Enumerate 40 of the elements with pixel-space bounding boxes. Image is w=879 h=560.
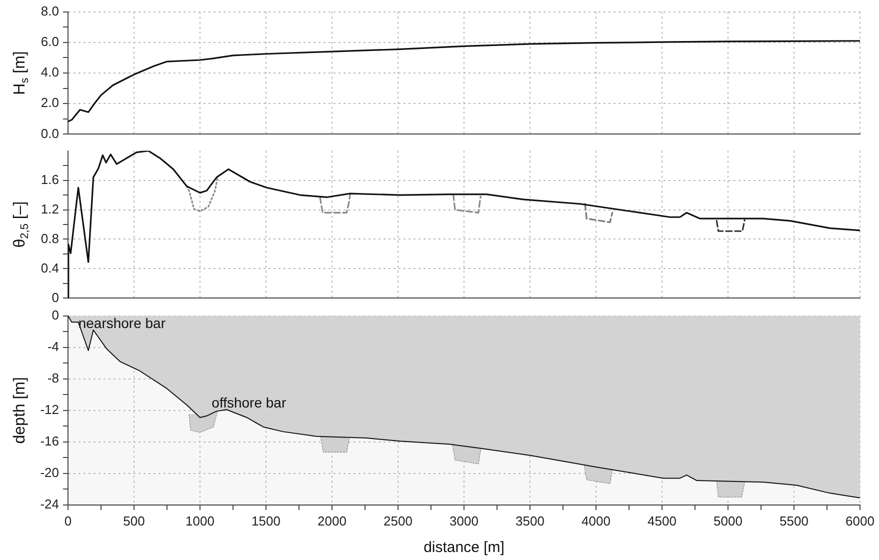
y-tick-label: -4 — [47, 338, 59, 354]
x-tick-label: 1500 — [252, 513, 280, 528]
x-tick-label: 4500 — [648, 513, 676, 528]
x-tick-label: 3500 — [516, 513, 544, 528]
annotation: nearshore bar — [78, 314, 166, 331]
x-tick-label: 2500 — [384, 513, 412, 528]
y-tick-label: 4.0 — [40, 64, 59, 80]
y-tick-label: -20 — [40, 465, 59, 480]
y-axis-title: θ2,5 [–] — [11, 201, 31, 248]
y-tick-label: 2.0 — [40, 95, 59, 110]
x-axis-title: distance [m] — [424, 539, 504, 556]
y-tick-label: 0 — [52, 290, 59, 305]
y-tick-label: -12 — [40, 402, 59, 417]
line-series — [186, 178, 218, 212]
line-series — [452, 193, 482, 214]
x-tick-label: 2000 — [318, 513, 346, 528]
y-tick-label: 1.2 — [40, 201, 59, 216]
y-tick-label: 1.6 — [40, 172, 59, 187]
x-tick-label: 0 — [64, 513, 72, 528]
y-tick-label: 0.0 — [40, 126, 59, 141]
y-tick-label: 6.0 — [40, 34, 59, 49]
y-tick-label: 0.8 — [40, 230, 59, 246]
y-tick-label: 8.0 — [40, 3, 59, 18]
annotation: offshore bar — [212, 394, 286, 410]
y-axis-title: Hs [m] — [11, 51, 31, 95]
x-tick-label: 5000 — [714, 513, 742, 528]
y-tick-label: 0.4 — [40, 260, 59, 276]
y-tick-label: -16 — [40, 434, 59, 449]
line-series — [584, 203, 614, 224]
x-tick-label: 3000 — [450, 513, 478, 528]
x-tick-label: 1000 — [186, 513, 214, 528]
y-tick-label: 0 — [52, 307, 59, 322]
x-tick-label: 4000 — [582, 513, 610, 528]
y-axis-title: depth [m] — [11, 377, 28, 444]
x-tick-label: 5500 — [780, 513, 808, 528]
line-series — [319, 194, 351, 214]
x-tick-label: 500 — [123, 513, 145, 528]
y-tick-label: -24 — [40, 496, 59, 512]
y-tick-label: -8 — [47, 370, 59, 386]
x-tick-label: 6000 — [846, 513, 874, 528]
